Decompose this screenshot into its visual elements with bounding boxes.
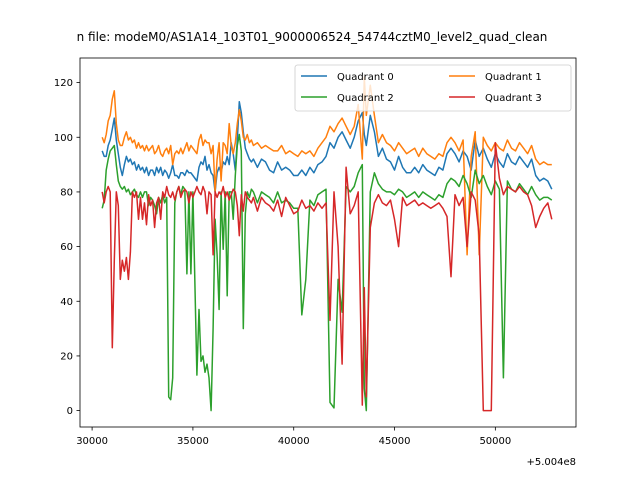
- x-axis: 30000 35000 40000 45000 50000: [76, 427, 511, 447]
- x-tick-label: 30000: [76, 436, 108, 447]
- y-tick-label: 40: [60, 297, 73, 308]
- legend-box: [294, 64, 572, 112]
- y-axis: 0 20 40 60 80 100 120: [54, 78, 80, 417]
- series-line-quadrant-0: [101, 100, 553, 193]
- legend-label-quadrant-3: Quadrant 3: [485, 93, 542, 104]
- x-tick-label: 50000: [479, 436, 511, 447]
- y-tick-label: 80: [60, 187, 73, 198]
- y-tick-label: 100: [54, 133, 73, 144]
- plot-frame: [79, 57, 577, 428]
- legend: Quadrant 0 Quadrant 1 Quadrant 2 Quadrant 3: [294, 64, 572, 112]
- legend-label-quadrant-0: Quadrant 0: [337, 72, 394, 83]
- x-axis-offset-label: +5.004e8: [526, 457, 576, 468]
- y-tick-label: 120: [54, 78, 73, 89]
- series-line-quadrant-3: [101, 141, 553, 412]
- y-tick-label: 0: [67, 406, 73, 417]
- legend-label-quadrant-1: Quadrant 1: [485, 72, 542, 83]
- chart-title: n file: modeM0/AS1A14_103T01_9000006524_…: [77, 30, 548, 44]
- x-tick-label: 35000: [177, 436, 209, 447]
- plot-area: [79, 57, 577, 428]
- series-line-quadrant-1: [101, 76, 552, 256]
- legend-label-quadrant-2: Quadrant 2: [337, 93, 394, 104]
- y-tick-label: 20: [60, 351, 73, 362]
- y-tick-label: 60: [60, 242, 73, 253]
- x-tick-label: 45000: [379, 436, 411, 447]
- x-tick-label: 40000: [278, 436, 310, 447]
